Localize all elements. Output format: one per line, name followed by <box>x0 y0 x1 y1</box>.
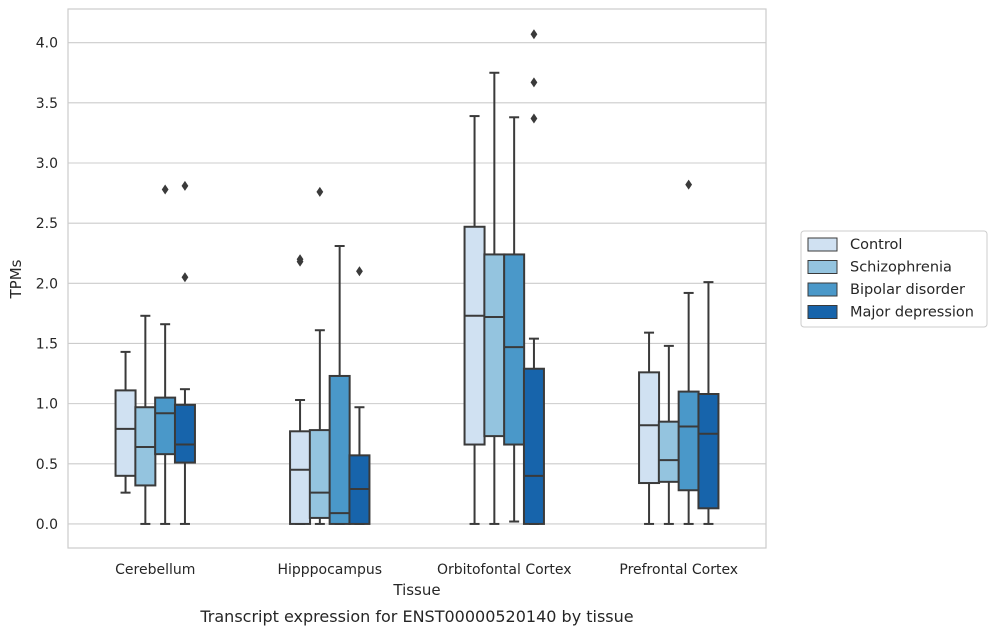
box-0-2 <box>154 184 177 525</box>
box-iqr <box>154 396 177 456</box>
outlier-point <box>316 186 324 197</box>
y-tick-label: 0.0 <box>36 517 58 533</box>
box-iqr <box>522 367 545 525</box>
legend-frame <box>800 230 988 328</box>
box-iqr <box>483 253 506 438</box>
outlier-point <box>530 113 538 124</box>
outlier-point <box>356 266 363 277</box>
legend-swatch <box>807 260 838 274</box>
outlier-point <box>181 272 189 283</box>
box-iqr <box>657 420 680 483</box>
outlier-point <box>685 179 693 190</box>
legend-swatch <box>807 305 838 319</box>
box-0-3 <box>173 180 196 525</box>
y-tick-label: 2.5 <box>36 216 58 232</box>
legend-label: Major depression <box>850 305 974 321</box>
box-3-2 <box>677 179 700 525</box>
box-3-3 <box>697 281 720 525</box>
y-tick-label: 0.5 <box>36 457 58 473</box>
box-2-3 <box>522 29 545 525</box>
y-tick-label: 4.0 <box>36 36 58 52</box>
y-tick-label: 3.0 <box>36 156 58 172</box>
outlier-point <box>530 29 538 40</box>
box-iqr <box>638 371 661 485</box>
x-tick-label: Cerebellum <box>115 562 195 578</box>
y-tick-label: 2.0 <box>36 276 58 292</box>
legend-label: Bipolar disorder <box>850 282 965 298</box>
box-1-2 <box>328 245 351 525</box>
box-iqr <box>463 225 486 446</box>
x-axis: Cerebellum Hipppocampus Orbitofontal Corte… <box>115 562 738 578</box>
box-iqr <box>503 253 526 446</box>
plot-frame <box>67 8 767 549</box>
chart-caption: Transcript expression for ENST0000052014… <box>199 607 633 626</box>
legend-label: Control <box>850 237 902 253</box>
box-iqr <box>328 374 351 525</box>
y-axis-title: TPMs <box>7 259 25 299</box>
outlier-point <box>296 254 304 265</box>
box-1-3 <box>348 266 371 525</box>
outlier-point <box>181 180 189 191</box>
legend-label: Schizophrenia <box>850 260 952 276</box>
box-iqr <box>173 403 196 464</box>
y-tick-label: 1.0 <box>36 397 58 413</box>
x-tick-label: Prefrontal Cortex <box>619 562 738 578</box>
x-tick-label: Hipppocampus <box>277 562 382 578</box>
legend: Control Schizophrenia Bipolar disorder Majo… <box>800 230 988 328</box>
y-tick-label: 3.5 <box>36 96 58 112</box>
box-iqr <box>114 389 137 477</box>
box-iqr <box>308 429 331 519</box>
box-iqr <box>289 430 312 525</box>
x-axis-title: Tissue <box>392 581 440 599</box>
box-iqr <box>697 393 720 510</box>
box-1-0 <box>289 254 312 525</box>
legend-swatch <box>807 237 838 252</box>
outlier-point <box>530 77 538 88</box>
y-axis: 0.0 0.5 1.0 1.5 2.0 2.5 3.0 3.5 4.0 <box>36 36 58 533</box>
boxes-layer <box>114 29 720 525</box>
y-tick-label: 1.5 <box>36 336 58 352</box>
box-0-1 <box>134 314 157 525</box>
box-3-1 <box>657 344 680 525</box>
legend-swatch <box>807 282 838 297</box>
outlier-point <box>161 184 169 195</box>
box-iqr <box>677 390 700 492</box>
x-tick-label: Orbitofontal Cortex <box>437 562 572 578</box>
box-2-2 <box>503 116 526 523</box>
